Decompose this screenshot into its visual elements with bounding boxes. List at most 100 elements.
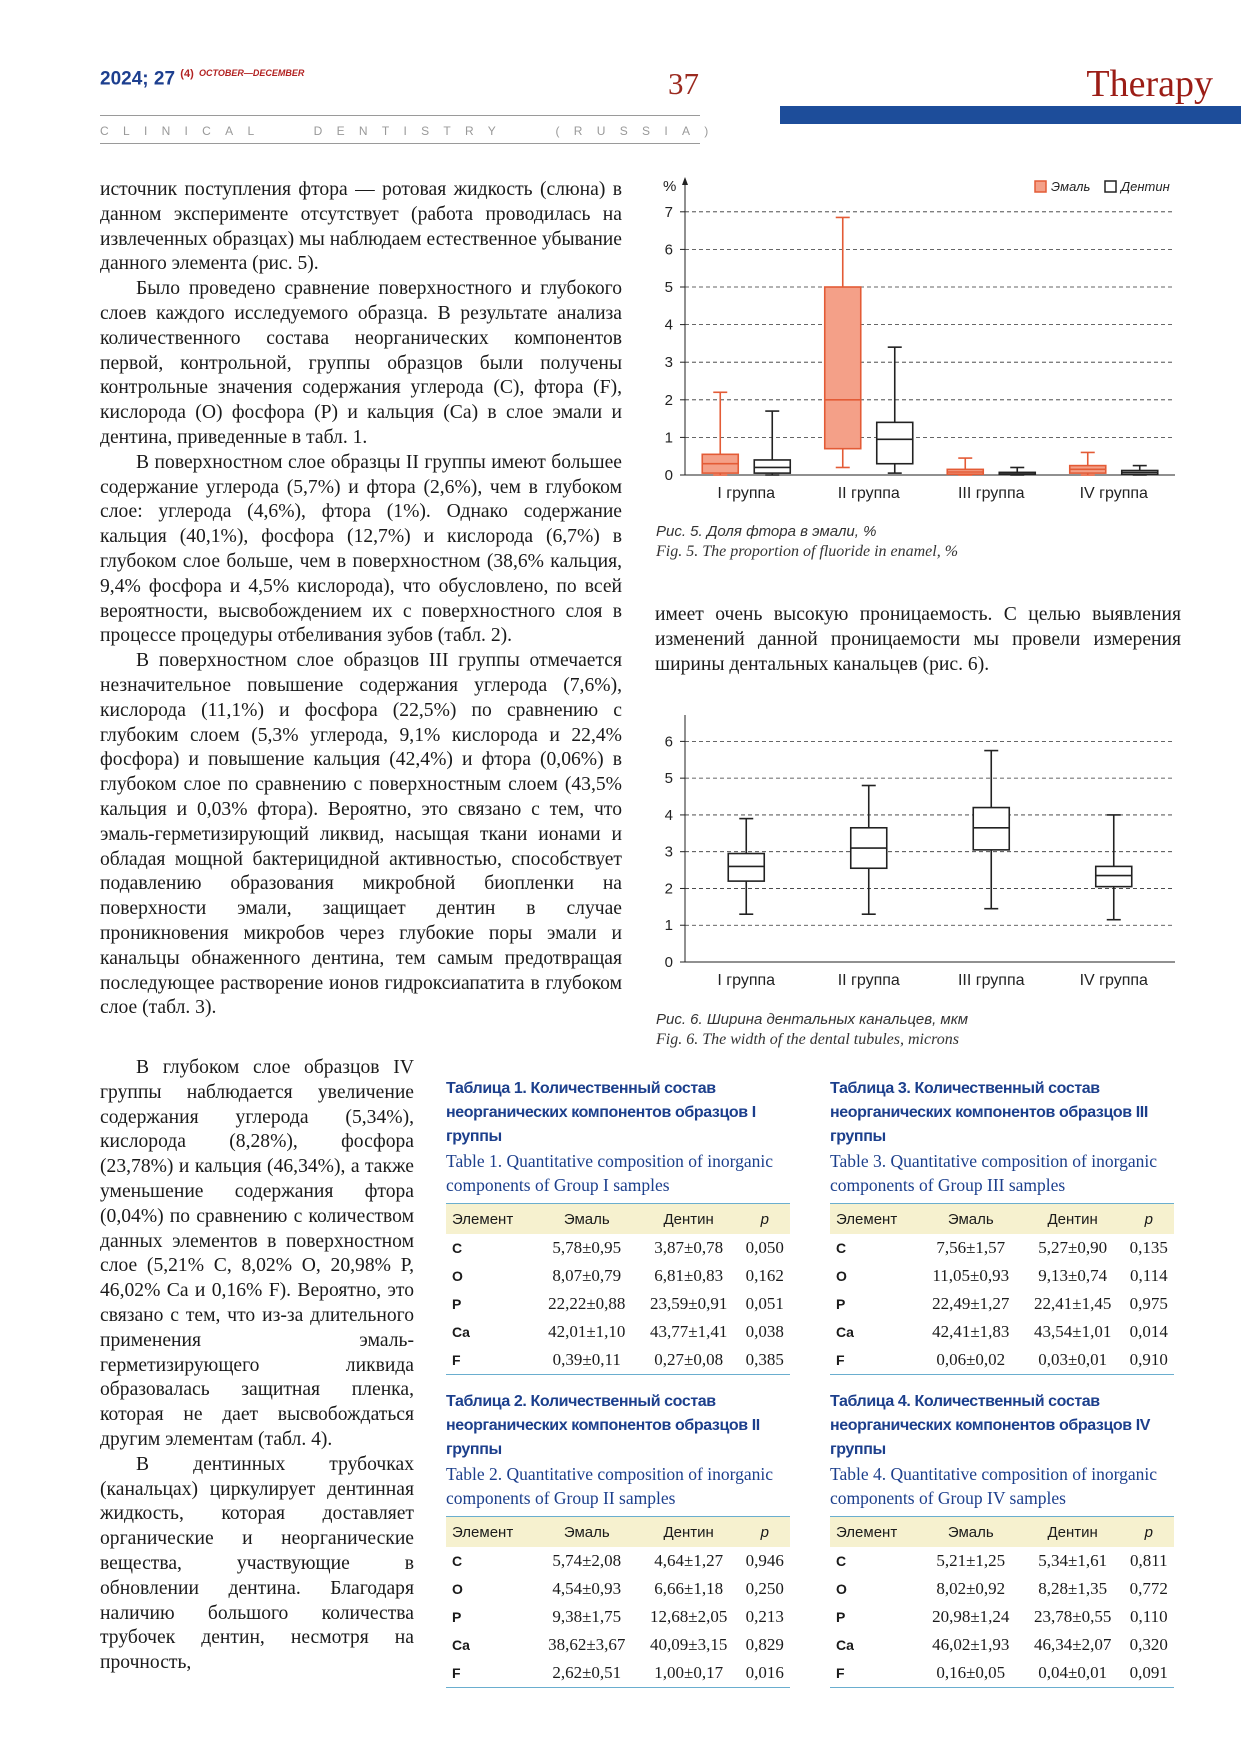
- data-table: Элемент Эмаль Дентин p C 5,21±1,25 5,34±1,61 0,…: [830, 1516, 1174, 1688]
- y-tick-label: 2: [665, 392, 673, 409]
- x-tick-label: IV группа: [1080, 972, 1148, 989]
- y-tick-label: 1: [665, 429, 673, 446]
- table-row: P 22,22±0,88 23,59±0,91 0,051: [446, 1290, 790, 1318]
- table-cell: F: [830, 1659, 920, 1688]
- table-title-en: Table 4. Quantitative composition of ino…: [830, 1464, 1157, 1508]
- y-tick-label: 3: [665, 844, 673, 861]
- table-cell: 0,811: [1129, 1551, 1168, 1570]
- header-cell: Эмаль: [919, 1203, 1022, 1234]
- table-row: F 2,62±0,51 1,00±0,17 0,016: [446, 1659, 790, 1688]
- table-cell: 22,22±0,88: [548, 1294, 626, 1313]
- figure-caption: Рис. 6. Ширина дентальных канальцев, мкм: [656, 1011, 969, 1028]
- table-cell: 20,98±1,24: [932, 1607, 1010, 1626]
- table-cell: P: [836, 1609, 846, 1625]
- box: [972, 806, 1011, 851]
- table-row: Ca 42,41±1,83 43,54±1,01 0,014: [830, 1318, 1174, 1346]
- table-cell: 0,038: [745, 1322, 784, 1341]
- x-tick-label: IV группа: [1080, 485, 1148, 502]
- table-cell: 46,34±2,07: [1033, 1635, 1112, 1654]
- rule: [100, 143, 700, 144]
- table-block: Таблица 2. Количественный состав неорган…: [446, 1390, 796, 1688]
- table-cell: 42,01±1,10: [548, 1322, 626, 1341]
- table-cell: 0,250: [745, 1579, 784, 1598]
- table-cell: 22,49±1,27: [932, 1294, 1010, 1313]
- table-cell: 0,213: [745, 1607, 784, 1626]
- table-cell: 11,05±0,93: [932, 1266, 1010, 1285]
- header-row: Элемент Эмаль Дентин p: [830, 1516, 1174, 1547]
- header-cell: p: [739, 1203, 790, 1234]
- table-block: Таблица 1. Количественный состав неорган…: [446, 1077, 796, 1375]
- x-tick-label: III группа: [958, 485, 1025, 502]
- table-cell: F: [446, 1659, 536, 1688]
- header-cell: Дентин: [637, 1516, 740, 1547]
- table-cell: 0,014: [1129, 1322, 1168, 1341]
- legend-swatch: [1034, 180, 1047, 193]
- table-cell: 8,28±1,35: [1038, 1579, 1108, 1598]
- table-cell: 0,051: [745, 1294, 784, 1313]
- table-cell: 0,016: [739, 1659, 790, 1688]
- table-row: O 8,07±0,79 6,81±0,83 0,162: [446, 1262, 790, 1290]
- table-title-ru: Таблица 4. Количественный состав неорган…: [830, 1393, 1151, 1458]
- year-volume: 2024; 27: [100, 68, 176, 90]
- chart: 0 1 2 3 4 5 6 7% I группа II группа III группа IV г…: [663, 177, 1175, 502]
- table-title-en: Table 3. Quantitative composition of ino…: [830, 1151, 1157, 1195]
- table-cell: 0,162: [745, 1266, 784, 1285]
- figure-caption: Fig. 6. The width of the dental tubules,…: [656, 1031, 959, 1048]
- table-cell: 8,07±0,79: [552, 1266, 622, 1285]
- table-row: P 9,38±1,75 12,68±2,05 0,213: [446, 1603, 790, 1631]
- table-title: Таблица 2. Количественный состав неорган…: [446, 1390, 796, 1510]
- x-tick-label: I группа: [717, 972, 775, 989]
- table-cell: Ca: [836, 1637, 854, 1653]
- x-tick-label: II группа: [838, 485, 900, 502]
- table-cell: 46,02±1,93: [932, 1635, 1010, 1654]
- table-cell: 40,09±3,15: [649, 1635, 728, 1654]
- table-cell: 1,00±0,17: [637, 1659, 740, 1688]
- header-cell: Дентин: [637, 1203, 740, 1234]
- table-cell: C: [836, 1240, 847, 1256]
- table-row: P 20,98±1,24 23,78±0,55 0,110: [830, 1603, 1174, 1631]
- table-cell: C: [836, 1553, 847, 1569]
- table-row: Ca 38,62±3,67 40,09±3,15 0,829: [446, 1631, 790, 1659]
- table-cell: 5,27±0,90: [1038, 1238, 1108, 1257]
- x-tick-label: II группа: [838, 972, 900, 989]
- table-cell: 0,772: [1129, 1579, 1168, 1598]
- paragraph: В дентинных трубочках (канальцах) циркул…: [100, 1453, 414, 1674]
- journal-name: CLINICAL DENTISTRY (RUSSIA): [100, 124, 723, 138]
- table-cell: 0,39±0,11: [535, 1346, 638, 1375]
- box: [875, 421, 914, 465]
- table-cell: 2,62±0,51: [535, 1659, 638, 1688]
- text-column: В глубоком слое образцов IV группы наблю…: [100, 1056, 414, 1676]
- data-table: Элемент Эмаль Дентин p C 7,56±1,57 5,27±0,90 0,…: [830, 1203, 1174, 1375]
- table-cell: 0,27±0,08: [637, 1346, 740, 1375]
- rule: [100, 115, 700, 116]
- y-tick-label: 4: [665, 807, 673, 824]
- table-cell: O: [452, 1268, 463, 1284]
- table-cell: 4,64±1,27: [654, 1551, 724, 1570]
- table-title-ru: Таблица 3. Количественный состав неорган…: [830, 1080, 1148, 1145]
- table-cell: 43,77±1,41: [649, 1322, 728, 1341]
- y-tick-label: 3: [665, 354, 673, 371]
- header-cell: Элемент: [830, 1203, 920, 1234]
- table-row: C 5,21±1,25 5,34±1,61 0,811: [830, 1547, 1174, 1575]
- issue-info: 2024; 27 (4) OCTOBER—DECEMBER: [100, 68, 304, 90]
- table-cell: 0,385: [739, 1346, 790, 1375]
- table-title: Таблица 1. Количественный состав неорган…: [446, 1077, 796, 1197]
- text-column: имеет очень высокую проницаемость. С цел…: [655, 603, 1181, 677]
- legend-label: Эмаль: [1051, 179, 1090, 194]
- table-cell: 0,091: [1123, 1659, 1174, 1688]
- table-cell: 23,59±0,91: [649, 1294, 728, 1313]
- table-cell: 0,110: [1129, 1607, 1168, 1626]
- table-title-en: Table 2. Quantitative composition of ino…: [446, 1464, 773, 1508]
- table-cell: 23,78±0,55: [1033, 1607, 1112, 1626]
- data-table: Элемент Эмаль Дентин p C 5,78±0,95 3,87±0,78 0,…: [446, 1203, 790, 1375]
- header-cell: p: [739, 1516, 790, 1547]
- axis-arrow: [682, 177, 688, 185]
- table-row: Ca 46,02±1,93 46,34±2,07 0,320: [830, 1631, 1174, 1659]
- table-cell: 6,81±0,83: [654, 1266, 724, 1285]
- table-cell: 8,02±0,92: [936, 1579, 1006, 1598]
- table-cell: 0,16±0,05: [919, 1659, 1022, 1688]
- table-cell: F: [446, 1346, 536, 1375]
- paragraph: В поверхностном слое образцы II группы и…: [100, 451, 622, 647]
- box: [753, 459, 792, 474]
- y-tick-label: 2: [665, 880, 673, 897]
